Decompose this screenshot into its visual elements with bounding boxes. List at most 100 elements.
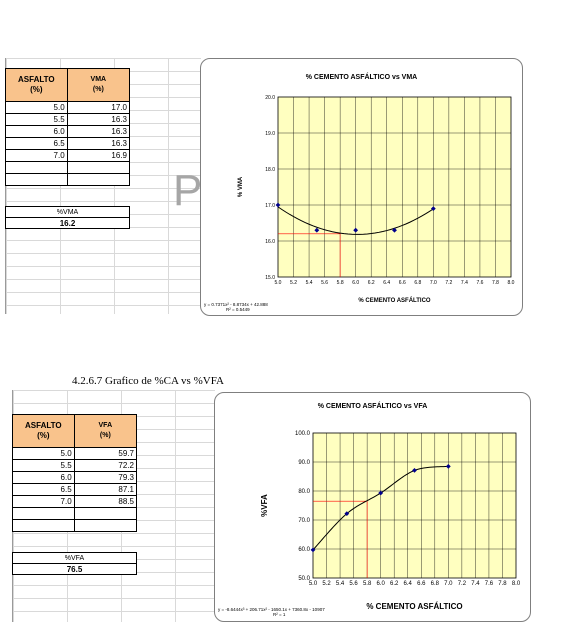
data-point (430, 206, 436, 211)
chart-title: % CEMENTO ASFÁLTICO vs VFA (317, 403, 428, 410)
asfalto-header: ASFALTO (%) (5, 68, 68, 102)
x-tick-label: 6.4 (404, 581, 413, 587)
x-tick-label: 6.2 (390, 581, 399, 587)
watermark-letter: P (173, 166, 203, 215)
table-row: 6.5 16.3 (5, 137, 131, 150)
x-tick-label: 5.8 (337, 280, 344, 286)
x-tick-label: 7.6 (476, 280, 483, 286)
vma-cell: 16.9 (66, 149, 131, 162)
table-row (5, 173, 131, 186)
x-tick-label: 6.0 (376, 581, 385, 587)
x-tick-label: 7.6 (485, 581, 494, 587)
vma-cell: 16.3 (66, 125, 131, 138)
plot-area (277, 96, 512, 278)
x-tick-label: 8.0 (512, 581, 521, 587)
table-row: 5.5 16.3 (5, 113, 131, 126)
vma-cell: 16.3 (66, 137, 131, 150)
y-axis-label: % VMA (238, 176, 244, 197)
vma-cell: 17.0 (66, 101, 131, 114)
x-tick-label: 5.4 (336, 581, 345, 587)
asfalto-cell: 6.5 (5, 137, 68, 150)
x-axis-label: % CEMENTO ASFÁLTICO (366, 602, 462, 611)
x-tick-label: 5.4 (306, 280, 313, 286)
x-tick-label: 6.4 (383, 280, 390, 286)
vma-summary-value: 16.2 (5, 217, 130, 229)
vfa-cell: 59.7 (73, 447, 138, 460)
x-tick-label: 5.2 (290, 280, 297, 286)
data-point (353, 227, 359, 233)
asfalto-header: ASFALTO (%) (12, 414, 75, 448)
x-tick-label: 7.8 (492, 280, 499, 286)
asfalto-cell: 5.0 (12, 447, 75, 460)
vma-data-table: ASFALTO (%) VMA (%) 5.0 17.0 5.5 16.3 6.0 1… (5, 68, 131, 186)
x-tick-label: 6.8 (431, 581, 440, 587)
table-row: 6.5 87.1 (12, 483, 138, 496)
vma-summary-label: %VMA (5, 206, 130, 218)
x-tick-label: 5.0 (275, 280, 282, 286)
y-tick-label: 70.0 (298, 518, 310, 524)
asfalto-cell: 6.0 (12, 471, 75, 484)
chart-title: % CEMENTO ASFÁLTICO vs VMA (305, 74, 418, 81)
vfa-cell: 88.5 (73, 495, 138, 508)
table-row: 7.0 88.5 (12, 495, 138, 508)
plot-area (312, 432, 517, 579)
table-row: 5.5 72.2 (12, 459, 138, 472)
asfalto-cell: 6.0 (5, 125, 68, 138)
vfa-cell: 72.2 (73, 459, 138, 472)
vfa-summary-label: %VFA (12, 552, 137, 564)
table-row (12, 507, 138, 520)
vfa-header: VFA (%) (73, 414, 138, 448)
x-tick-label: 6.8 (414, 280, 421, 286)
vfa-cell: 87.1 (73, 483, 138, 496)
x-tick-label: 5.0 (309, 581, 318, 587)
data-point (412, 468, 417, 473)
vma-summary: %VMA 16.2 (5, 206, 130, 229)
trendline-equation: y = -8.6444x³ + 206.71x² - 1650.1x + 736… (218, 607, 325, 617)
table-row: 6.0 79.3 (12, 471, 138, 484)
x-tick-label: 6.6 (399, 280, 406, 286)
vfa-data-table: ASFALTO (%) VFA (%) 5.0 59.7 5.5 72.2 6.0 7… (12, 414, 138, 532)
table-row: 7.0 16.9 (5, 149, 131, 162)
y-tick-label: 80.0 (298, 489, 310, 495)
vfa-cell: 79.3 (73, 471, 138, 484)
data-point (445, 463, 451, 469)
asfalto-cell: 5.5 (5, 113, 68, 126)
vfa-summary-value: 76.5 (12, 563, 137, 575)
y-tick-label: 20.0 (265, 95, 275, 101)
x-tick-label: 8.0 (508, 280, 515, 286)
table-row (5, 161, 131, 174)
data-point (314, 227, 320, 233)
y-tick-label: 18.0 (265, 167, 275, 173)
y-axis-label: %VFA (260, 494, 269, 517)
y-tick-label: 19.0 (265, 131, 275, 137)
vma-cell: 16.3 (66, 113, 131, 126)
y-tick-label: 16.0 (265, 239, 275, 245)
x-tick-label: 7.0 (444, 581, 453, 587)
asfalto-cell: 5.5 (12, 459, 75, 472)
x-tick-label: 6.0 (352, 280, 359, 286)
y-tick-label: 50.0 (298, 576, 310, 582)
section-caption: 4.2.6.7 Grafico de %CA vs %VFA (72, 375, 224, 387)
x-tick-label: 7.4 (471, 581, 480, 587)
asfalto-cell: 6.5 (12, 483, 75, 496)
x-tick-label: 5.8 (363, 581, 372, 587)
data-point (310, 547, 316, 553)
x-tick-label: 6.6 (417, 581, 426, 587)
vfa-summary: %VFA 76.5 (12, 552, 137, 575)
asfalto-cell: 5.0 (5, 101, 68, 114)
asfalto-cell: 7.0 (5, 149, 68, 162)
x-axis-label: % CEMENTO ASFÁLTICO (358, 297, 431, 304)
trendline-equation: y = 0.7371x² - 8.8734x + 42.888 R² = 0.5… (204, 302, 268, 312)
table-row: 5.0 17.0 (5, 101, 131, 114)
asfalto-cell: 7.0 (12, 495, 75, 508)
y-tick-label: 15.0 (265, 275, 275, 281)
x-tick-label: 5.6 (321, 280, 328, 286)
table-row: 5.0 59.7 (12, 447, 138, 460)
vfa-chart-svg: 5.0 5.2 5.4 5.6 5.8 6.0 6.2 6.4 6.6 6.8 7.0 7.2 7.4 7… (260, 431, 521, 611)
y-tick-label: 100.0 (295, 431, 311, 437)
trendline (277, 206, 434, 235)
table-row: 6.0 16.3 (5, 125, 131, 138)
vma-header: VMA (%) (66, 68, 131, 102)
x-tick-label: 5.6 (349, 581, 358, 587)
vma-chart-svg: 5.0 5.2 5.4 5.6 5.8 6.0 6.2 6.4 6.6 6.8 7.0 7.2 7.4 7… (238, 95, 515, 304)
